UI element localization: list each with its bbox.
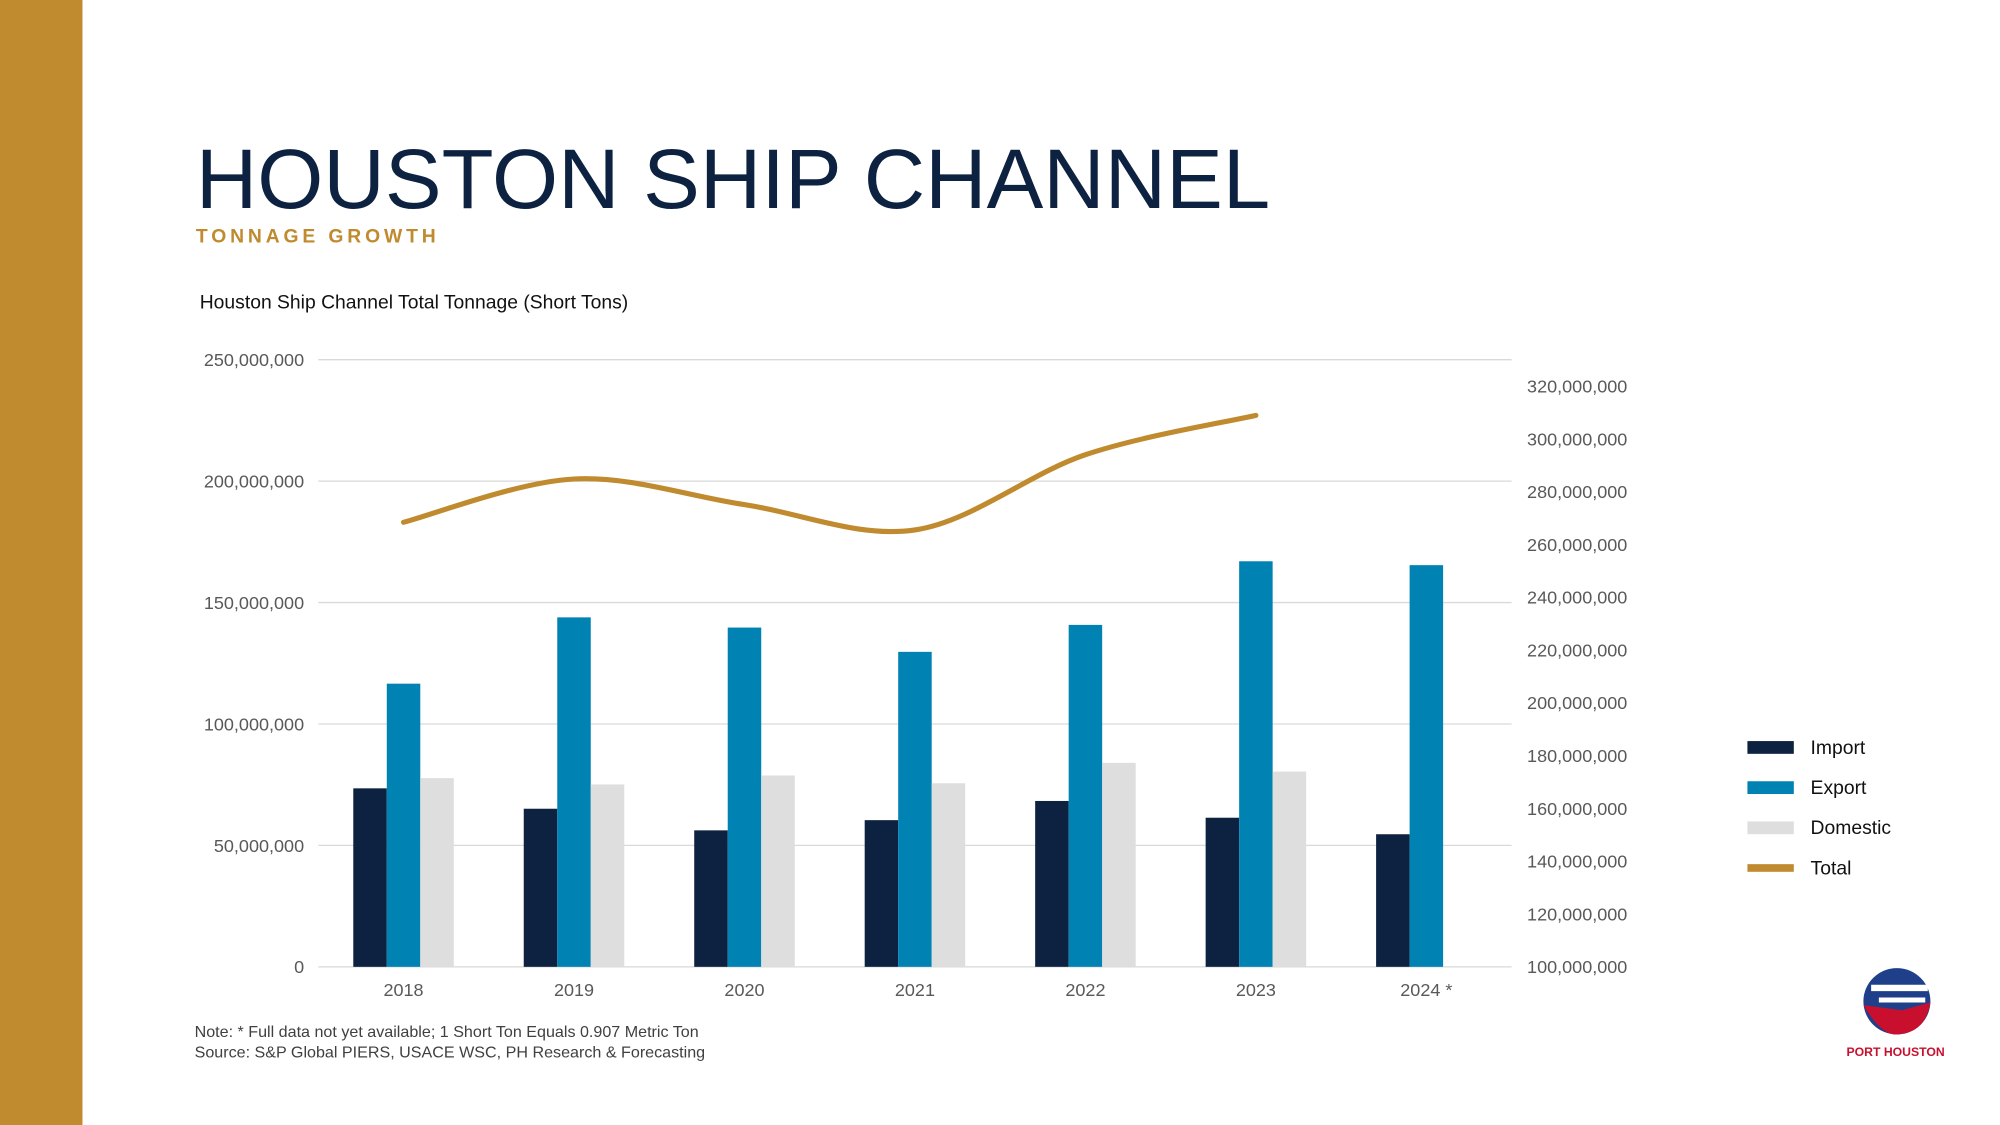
y2-tick-label: 100,000,000 [1527,957,1627,977]
bar [1205,817,1240,967]
slide-title: HOUSTON SHIP CHANNEL [196,131,1270,226]
x-tick-label: 2024 * [1400,980,1452,1000]
bar [590,784,625,967]
bar [1409,565,1444,967]
legend-label: Export [1811,778,1867,799]
x-tick-label: 2022 [1065,980,1105,1000]
bar [420,778,454,967]
logo-wave [1863,1002,1931,1035]
bar [557,617,591,967]
legend-swatch [1747,741,1794,754]
bar [353,788,387,967]
x-tick-label: 2023 [1236,980,1276,1000]
y2-tick-label: 160,000,000 [1527,799,1627,819]
y-tick-label: 250,000,000 [204,350,304,370]
logo-stripes [1871,984,1928,1003]
bar [1376,834,1410,967]
note: Note: * Full data not yet available; 1 S… [195,1023,699,1041]
y-tick-label: 100,000,000 [204,714,304,734]
x-tick-label: 2019 [554,980,594,1000]
y2-tick-label: 320,000,000 [1527,377,1627,397]
y2-tick-label: 260,000,000 [1527,535,1627,555]
legend-swatch [1747,864,1794,872]
bar [1102,762,1136,967]
bar [1035,800,1069,967]
chart: 0 50,000,000 100,000,000 150,000,000 200,000… [204,350,1892,1000]
bar [761,775,795,967]
bar [523,808,558,967]
legend-label: Total [1811,858,1852,879]
bar [898,651,932,967]
bar [931,783,966,967]
legend-label: Import [1811,738,1866,759]
y2-tick-label: 200,000,000 [1527,693,1627,713]
x-tick-label: 2018 [383,980,423,1000]
bar [1272,771,1307,967]
y2-tick-label: 120,000,000 [1527,905,1627,925]
x-tick-label: 2020 [724,980,764,1000]
source: Source: S&P Global PIERS, USACE WSC, PH … [195,1043,706,1061]
logo-text: PORT HOUSTON [1847,1045,1945,1059]
y-tick-label: 50,000,000 [214,836,304,856]
y-tick-label: 200,000,000 [204,472,304,492]
bar [1068,624,1103,967]
x-tick-label: 2021 [895,980,935,1000]
legend-swatch [1747,821,1794,835]
side-bar [0,0,83,1125]
y2-tick-label: 240,000,000 [1527,588,1627,608]
y-tick-label: 0 [294,957,304,977]
bar [864,820,899,967]
slide-subtitle: TONNAGE GROWTH [196,226,440,247]
bar [386,683,421,967]
y2-tick-label: 280,000,000 [1527,482,1627,502]
logo: PORT HOUSTON [1847,968,1945,1059]
y2-tick-label: 220,000,000 [1527,641,1627,661]
y2-tick-label: 140,000,000 [1527,852,1627,872]
legend-label: Domestic [1811,818,1892,839]
y-tick-label: 150,000,000 [204,593,304,613]
line [400,412,1259,535]
bar [1239,561,1273,967]
bar [727,627,762,967]
legend-swatch [1747,781,1794,795]
chart-title: Houston Ship Channel Total Tonnage (Shor… [200,293,628,314]
y2-tick-label: 300,000,000 [1527,429,1627,449]
bar [694,830,728,967]
y2-tick-label: 180,000,000 [1527,746,1627,766]
